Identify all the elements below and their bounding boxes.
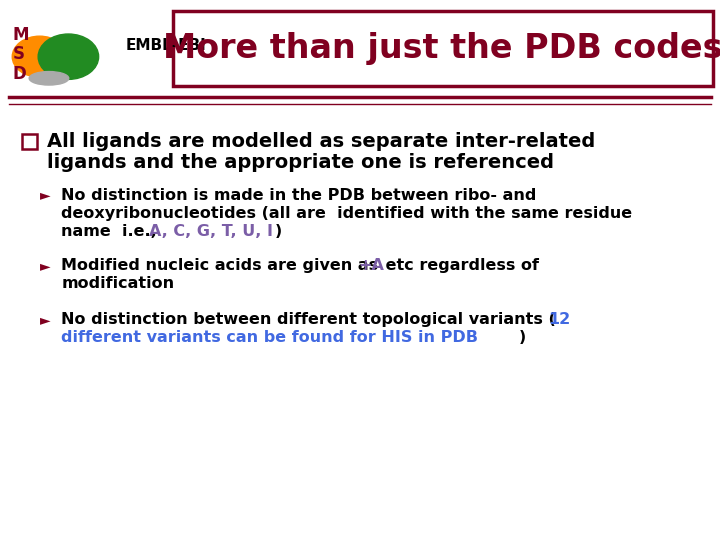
Text: modification: modification — [61, 276, 174, 291]
Ellipse shape — [29, 71, 69, 85]
Text: Modified nucleic acids are given as: Modified nucleic acids are given as — [61, 258, 384, 273]
Text: M: M — [13, 26, 30, 44]
Text: +A: +A — [359, 258, 384, 273]
Text: EMBL-EBI: EMBL-EBI — [126, 38, 207, 53]
Text: name  i.e.,: name i.e., — [61, 224, 163, 239]
Text: No distinction is made in the PDB between ribo- and: No distinction is made in the PDB betwee… — [61, 188, 536, 203]
Text: A, C, G, T, U, I: A, C, G, T, U, I — [149, 224, 273, 239]
Circle shape — [12, 36, 67, 77]
FancyBboxPatch shape — [173, 11, 713, 86]
Text: D: D — [13, 65, 27, 83]
Text: ): ) — [518, 330, 526, 345]
Text: All ligands are modelled as separate inter-related: All ligands are modelled as separate int… — [47, 132, 595, 151]
Text: different variants can be found for HIS in PDB: different variants can be found for HIS … — [61, 330, 478, 345]
Circle shape — [38, 34, 99, 79]
Text: 12: 12 — [549, 312, 571, 327]
Text: ►: ► — [40, 313, 50, 327]
Text: ►: ► — [40, 259, 50, 273]
Text: More than just the PDB codes: More than just the PDB codes — [163, 32, 720, 65]
Bar — [22, 134, 37, 149]
Text: No distinction between different topological variants (: No distinction between different topolog… — [61, 312, 556, 327]
Text: etc regardless of: etc regardless of — [380, 258, 539, 273]
Text: ligands and the appropriate one is referenced: ligands and the appropriate one is refer… — [47, 152, 554, 172]
Text: S: S — [13, 45, 25, 63]
Text: ): ) — [275, 224, 282, 239]
Text: ►: ► — [40, 188, 50, 202]
Text: deoxyribonucleotides (all are  identified with the same residue: deoxyribonucleotides (all are identified… — [61, 206, 632, 221]
